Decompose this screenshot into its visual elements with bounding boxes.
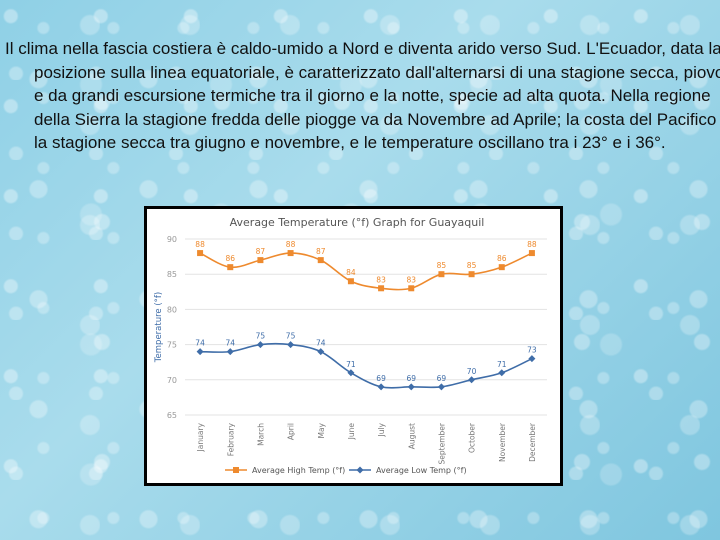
- data-point: [407, 383, 415, 391]
- data-label: 73: [527, 346, 537, 355]
- x-tick-label: September: [437, 422, 446, 464]
- data-point: [287, 341, 295, 349]
- data-label: 71: [346, 360, 356, 369]
- data-point: [347, 369, 355, 377]
- y-tick-label: 70: [167, 376, 177, 385]
- series-line-high: [199, 252, 533, 291]
- data-point: [227, 264, 234, 271]
- data-point: [437, 383, 445, 391]
- data-label: 75: [256, 332, 266, 341]
- data-label: 85: [437, 261, 447, 270]
- data-point: [347, 278, 354, 285]
- legend-entry: Average High Temp (°f): [252, 466, 345, 475]
- data-point: [498, 264, 505, 271]
- data-label: 88: [286, 240, 296, 249]
- data-point: [468, 376, 476, 384]
- x-tick-label: February: [226, 422, 235, 456]
- y-tick-label: 85: [167, 270, 177, 279]
- data-label: 74: [225, 339, 235, 348]
- data-label: 70: [467, 367, 477, 376]
- data-point: [226, 348, 234, 356]
- y-tick-label: 80: [167, 305, 177, 314]
- data-label: 75: [286, 332, 296, 341]
- legend-marker: [233, 467, 239, 473]
- data-label: 88: [527, 240, 537, 249]
- slide-paragraph: Il clima nella fascia costiera è caldo-u…: [5, 39, 720, 152]
- data-label: 85: [467, 261, 477, 270]
- data-label: 83: [376, 275, 386, 284]
- x-tick-label: January: [196, 422, 205, 452]
- data-label: 69: [437, 374, 447, 383]
- data-label: 74: [316, 339, 326, 348]
- data-point: [408, 285, 415, 292]
- x-tick-label: March: [256, 423, 265, 446]
- data-point: [196, 348, 204, 356]
- data-point: [317, 348, 325, 356]
- legend-marker: [356, 466, 364, 474]
- x-tick-label: November: [498, 422, 507, 462]
- series-line-low: [200, 342, 533, 389]
- x-tick-label: April: [287, 423, 296, 440]
- data-point: [468, 271, 475, 278]
- data-point: [197, 250, 204, 257]
- y-tick-label: 75: [167, 341, 177, 350]
- y-tick-label: 65: [167, 411, 177, 420]
- data-label: 87: [256, 247, 266, 256]
- data-label: 87: [316, 247, 326, 256]
- x-tick-label: June: [347, 423, 356, 441]
- data-point: [317, 257, 324, 264]
- data-point: [257, 257, 264, 264]
- data-label: 84: [346, 268, 356, 277]
- y-tick-label: 90: [167, 235, 177, 244]
- chart-title: Average Temperature (°f) Graph for Guaya…: [230, 216, 485, 229]
- data-point: [378, 285, 385, 292]
- chart-y-axis-label: Temperature (°f): [154, 292, 164, 363]
- temperature-chart: Average Temperature (°f) Graph for Guaya…: [144, 206, 563, 486]
- data-label: 86: [497, 254, 507, 263]
- data-label: 88: [195, 240, 205, 249]
- data-label: 86: [225, 254, 235, 263]
- data-point: [498, 369, 506, 377]
- x-tick-label: July: [377, 422, 386, 437]
- data-label: 69: [376, 374, 386, 383]
- data-point: [528, 355, 536, 363]
- chart-canvas: Average Temperature (°f) Graph for Guaya…: [154, 216, 547, 475]
- data-point: [528, 250, 535, 257]
- data-point: [256, 341, 264, 349]
- legend-entry: Average Low Temp (°f): [376, 466, 467, 475]
- data-label: 69: [406, 374, 416, 383]
- data-point: [287, 250, 294, 257]
- x-tick-label: May: [317, 422, 326, 438]
- data-label: 74: [195, 339, 205, 348]
- data-point: [377, 383, 385, 391]
- data-label: 83: [406, 275, 416, 284]
- data-point: [438, 271, 445, 278]
- x-tick-label: August: [407, 423, 416, 449]
- data-label: 71: [497, 360, 507, 369]
- x-tick-label: October: [468, 422, 477, 453]
- x-tick-label: December: [528, 422, 537, 462]
